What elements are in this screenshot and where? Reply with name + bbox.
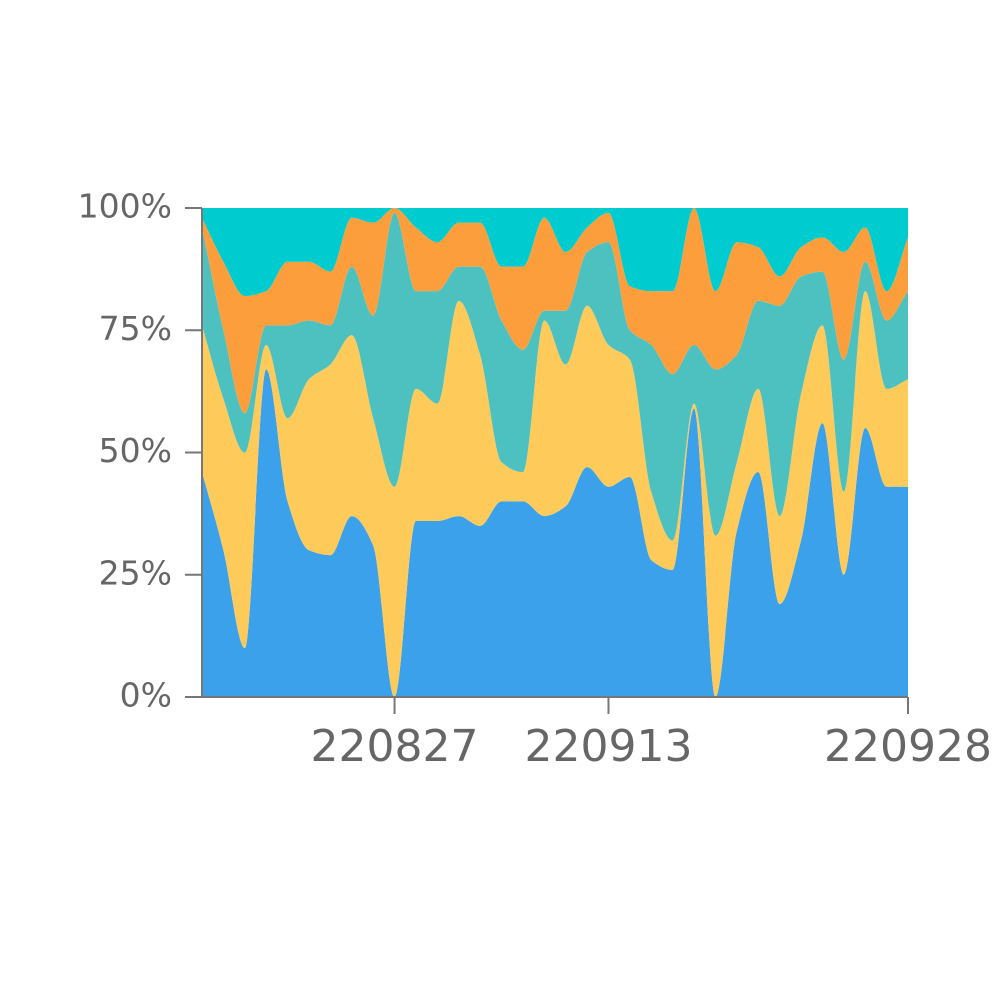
area — [202, 212, 908, 541]
area — [202, 208, 908, 414]
x-tick-label: 220913 — [525, 721, 693, 772]
x-tick-label: 220928 — [824, 721, 992, 772]
x-tick-label: 220827 — [311, 721, 479, 772]
y-tick-label: 25% — [99, 553, 172, 592]
y-tick-label: 50% — [99, 431, 172, 470]
y-tick-label: 75% — [99, 309, 172, 348]
area — [202, 369, 908, 697]
area — [202, 291, 908, 697]
y-tick-label: 0% — [120, 676, 172, 715]
area — [202, 208, 908, 297]
y-tick-label: 100% — [78, 187, 172, 226]
